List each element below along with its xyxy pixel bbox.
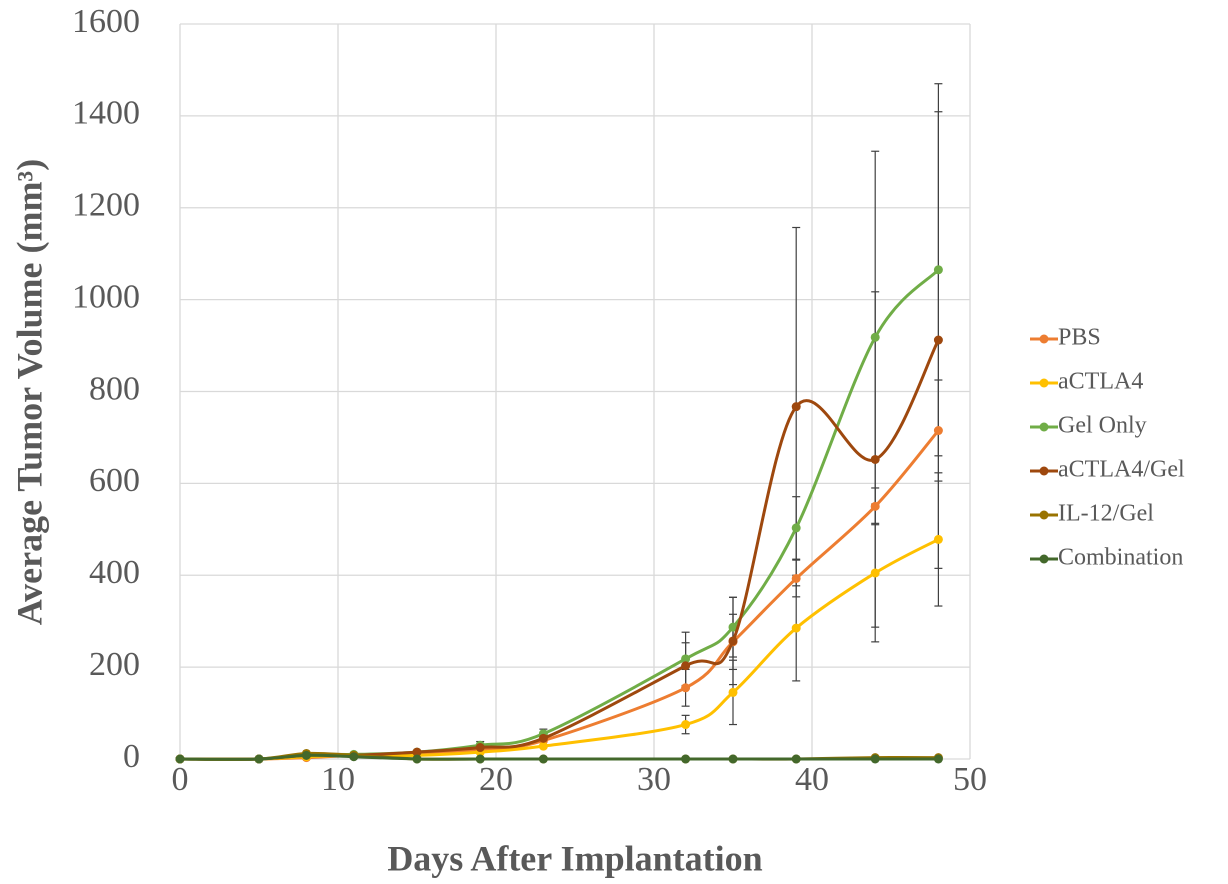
point	[728, 687, 738, 697]
point	[728, 754, 738, 764]
point	[254, 754, 264, 764]
point	[933, 265, 943, 275]
point	[475, 743, 485, 753]
point	[791, 523, 801, 533]
x-tick-label: 20	[479, 761, 513, 798]
x-tick-label: 10	[321, 761, 355, 798]
point	[538, 733, 548, 743]
point	[791, 623, 801, 633]
legend-marker	[1039, 422, 1049, 432]
y-tick-label: 800	[89, 370, 140, 407]
y-tick-label: 0	[123, 738, 140, 775]
point	[933, 754, 943, 764]
point	[681, 654, 691, 664]
point	[728, 622, 738, 632]
point	[728, 636, 738, 646]
point	[870, 501, 880, 511]
point	[870, 454, 880, 464]
y-tick-label: 600	[89, 462, 140, 499]
legend-marker	[1039, 378, 1049, 388]
point	[870, 754, 880, 764]
legend-label: Combination	[1058, 545, 1183, 571]
x-axis-label: Days After Implantation	[387, 838, 762, 878]
x-tick-label: 0	[172, 761, 189, 798]
legend-marker	[1039, 510, 1049, 520]
point	[175, 754, 185, 764]
point	[933, 534, 943, 544]
y-tick-label: 1600	[72, 3, 140, 40]
point	[681, 661, 691, 671]
point	[791, 402, 801, 412]
legend-marker	[1039, 466, 1049, 476]
point	[791, 573, 801, 583]
point	[933, 426, 943, 436]
point	[538, 754, 548, 764]
legend-label: aCTLA4	[1058, 369, 1143, 395]
series-line	[179, 429, 940, 761]
point	[681, 683, 691, 693]
legend-marker	[1039, 334, 1049, 344]
y-tick-label: 1400	[72, 95, 140, 132]
series-line	[179, 268, 940, 761]
point	[538, 741, 548, 751]
legend-label: aCTLA4/Gel	[1058, 457, 1185, 483]
point	[412, 754, 422, 764]
series-line	[179, 339, 940, 761]
point	[681, 720, 691, 730]
point	[870, 568, 880, 578]
y-tick-label: 1000	[72, 278, 140, 315]
point	[870, 332, 880, 342]
point	[412, 747, 422, 757]
x-tick-label: 40	[795, 761, 829, 798]
point	[681, 754, 691, 764]
y-axis-label: Average Tumor Volume (mm³)	[9, 159, 49, 625]
legend-label: Gel Only	[1058, 413, 1147, 439]
x-tick-label: 30	[637, 761, 671, 798]
legend-marker	[1039, 554, 1049, 564]
y-tick-label: 200	[89, 646, 140, 683]
point	[349, 752, 359, 762]
point	[301, 750, 311, 760]
legend-label: IL-12/Gel	[1058, 501, 1154, 527]
point	[791, 754, 801, 764]
legend-label: PBS	[1058, 325, 1101, 351]
x-tick-label: 50	[953, 761, 987, 798]
point	[933, 335, 943, 345]
y-tick-label: 400	[89, 554, 140, 591]
y-tick-label: 1200	[72, 187, 140, 224]
point	[475, 754, 485, 764]
